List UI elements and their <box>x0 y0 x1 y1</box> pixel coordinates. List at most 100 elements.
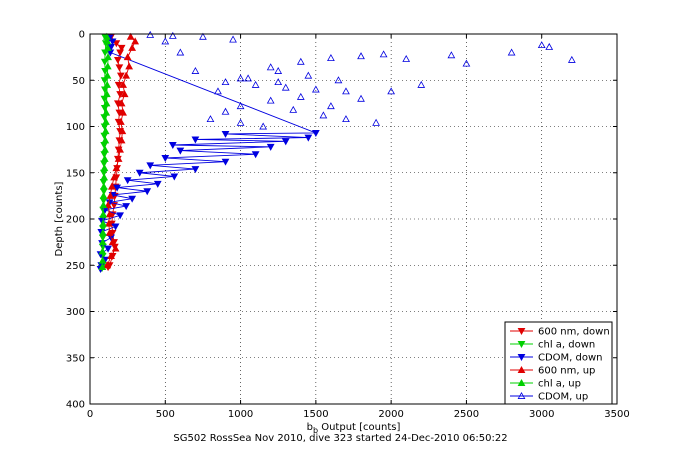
data-point <box>99 210 108 218</box>
data-point <box>176 48 185 56</box>
data-point <box>105 210 114 218</box>
data-point <box>106 191 115 199</box>
data-point <box>176 147 185 155</box>
data-point <box>103 80 112 88</box>
data-point <box>119 80 128 88</box>
data-point <box>123 53 132 61</box>
data-point <box>101 136 110 144</box>
data-point <box>191 136 200 144</box>
data-point <box>131 37 140 45</box>
data-point <box>311 85 320 93</box>
series-line <box>99 37 317 270</box>
data-point <box>112 164 121 172</box>
data-point <box>537 41 546 49</box>
data-point <box>99 201 108 209</box>
x-axis-label: bb Output [counts] <box>307 422 401 435</box>
data-point <box>170 173 179 181</box>
data-point <box>146 162 155 170</box>
data-point <box>296 57 305 65</box>
data-point <box>103 71 112 79</box>
data-point <box>304 71 313 79</box>
data-point <box>122 203 131 211</box>
data-point <box>517 378 526 386</box>
data-point <box>108 238 117 246</box>
y-axis-label: Depth [counts] <box>54 181 65 256</box>
data-point <box>117 44 126 52</box>
data-point <box>128 195 137 203</box>
data-point <box>110 173 118 181</box>
series-3 <box>103 32 140 269</box>
data-point <box>104 219 113 227</box>
data-point <box>104 201 112 209</box>
data-point <box>107 182 116 190</box>
data-point <box>357 94 365 102</box>
data-point <box>114 154 123 162</box>
x-tick-label: 1500 <box>303 409 328 420</box>
data-point <box>103 62 112 70</box>
data-point <box>116 91 124 99</box>
data-point <box>116 49 124 57</box>
data-point <box>104 53 112 61</box>
data-point <box>327 54 335 62</box>
data-point <box>117 99 126 107</box>
data-point <box>146 30 155 38</box>
data-point <box>334 76 343 84</box>
data-point <box>113 56 122 64</box>
data-point <box>108 38 117 46</box>
data-point <box>103 261 112 269</box>
data-point <box>327 102 335 110</box>
data-point <box>319 111 328 119</box>
data-point <box>507 48 516 56</box>
y-tick-label: 100 <box>66 122 85 133</box>
data-point <box>462 59 471 67</box>
data-point <box>281 83 290 91</box>
series-5 <box>146 30 576 130</box>
data-point <box>221 107 230 115</box>
data-point <box>517 365 526 373</box>
data-point <box>99 182 108 190</box>
data-point <box>103 43 112 51</box>
data-point <box>304 134 313 142</box>
data-point <box>296 92 305 100</box>
legend-label: 600 nm, down <box>538 327 610 338</box>
x-tick-label: 2500 <box>454 409 479 420</box>
data-point <box>143 188 152 196</box>
data-point <box>118 127 127 135</box>
data-point <box>342 115 350 123</box>
data-point <box>126 32 135 40</box>
data-point <box>116 117 125 125</box>
data-point <box>161 37 170 45</box>
data-point <box>517 328 526 336</box>
data-point <box>168 142 177 150</box>
y-tick-label: 150 <box>66 168 85 179</box>
data-point <box>517 354 526 362</box>
data-point <box>135 169 144 177</box>
data-point <box>114 81 123 89</box>
x-tick-label: 3000 <box>529 409 554 420</box>
data-point <box>122 71 131 79</box>
x-axis-label-subscript: b <box>313 426 318 435</box>
data-point <box>517 341 526 349</box>
data-series <box>96 30 576 273</box>
data-point <box>244 74 252 82</box>
data-point <box>107 251 115 259</box>
data-point <box>98 247 107 255</box>
figure-caption: SG502 RossSea Nov 2010, dive 323 started… <box>173 433 508 444</box>
data-point <box>266 96 275 104</box>
legend-box <box>504 321 613 405</box>
data-point <box>99 219 107 227</box>
x-axis-label-rest: Output [counts] <box>318 422 400 433</box>
y-tick-label: 250 <box>66 261 85 272</box>
data-point <box>98 256 107 264</box>
series-2 <box>96 34 320 273</box>
legend-label: CDOM, down <box>538 353 603 364</box>
x-tick-label: 2000 <box>378 409 403 420</box>
x-tick-label: 3500 <box>604 409 629 420</box>
data-point <box>99 191 108 199</box>
x-tick-label: 1000 <box>228 409 253 420</box>
data-point <box>342 87 350 95</box>
data-point <box>100 173 109 181</box>
legend-label: CDOM, up <box>538 392 588 403</box>
data-point <box>102 32 111 40</box>
